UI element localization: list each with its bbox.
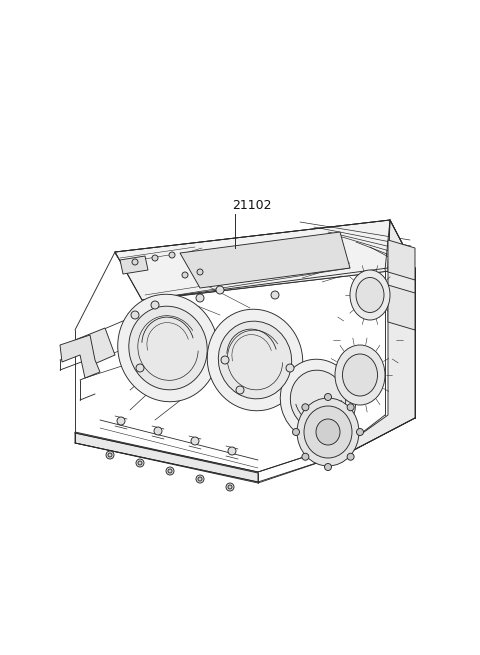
Circle shape (324, 394, 332, 400)
Circle shape (286, 364, 294, 372)
Polygon shape (350, 220, 415, 452)
Polygon shape (75, 328, 115, 368)
Circle shape (182, 272, 188, 278)
Circle shape (302, 403, 309, 411)
Ellipse shape (129, 306, 207, 390)
Polygon shape (75, 432, 258, 482)
Text: 21102: 21102 (232, 199, 272, 212)
Circle shape (226, 483, 234, 491)
Circle shape (108, 453, 112, 457)
Circle shape (152, 255, 158, 261)
Circle shape (136, 364, 144, 372)
Ellipse shape (356, 278, 384, 312)
Ellipse shape (335, 345, 385, 405)
Circle shape (131, 311, 139, 319)
Circle shape (196, 475, 204, 483)
Circle shape (154, 427, 162, 435)
Polygon shape (180, 232, 350, 288)
Circle shape (236, 386, 244, 394)
Ellipse shape (118, 294, 218, 402)
Circle shape (228, 485, 232, 489)
Polygon shape (115, 222, 415, 300)
Circle shape (292, 428, 300, 436)
Circle shape (138, 461, 142, 465)
Circle shape (151, 301, 159, 309)
Circle shape (166, 467, 174, 475)
Circle shape (168, 469, 172, 473)
Polygon shape (60, 335, 100, 378)
Polygon shape (115, 220, 415, 300)
Circle shape (347, 403, 354, 411)
Polygon shape (120, 256, 148, 274)
Circle shape (357, 428, 363, 436)
Ellipse shape (297, 398, 359, 466)
Circle shape (271, 291, 279, 299)
Circle shape (302, 453, 309, 460)
Circle shape (117, 417, 125, 425)
Circle shape (221, 356, 229, 364)
Ellipse shape (218, 321, 292, 399)
Circle shape (324, 464, 332, 470)
Circle shape (196, 294, 204, 302)
Circle shape (228, 447, 236, 455)
Circle shape (106, 451, 114, 459)
Circle shape (197, 269, 203, 275)
Ellipse shape (316, 419, 340, 445)
Ellipse shape (207, 309, 303, 411)
Circle shape (136, 459, 144, 467)
Circle shape (169, 252, 175, 258)
Circle shape (216, 286, 224, 294)
Polygon shape (388, 285, 415, 330)
Ellipse shape (280, 359, 356, 441)
Ellipse shape (350, 270, 390, 320)
Circle shape (347, 453, 354, 460)
Polygon shape (388, 240, 415, 280)
Circle shape (132, 259, 138, 265)
Ellipse shape (343, 354, 377, 396)
Circle shape (198, 477, 202, 481)
Circle shape (191, 437, 199, 445)
Ellipse shape (290, 370, 346, 430)
Ellipse shape (304, 406, 352, 458)
